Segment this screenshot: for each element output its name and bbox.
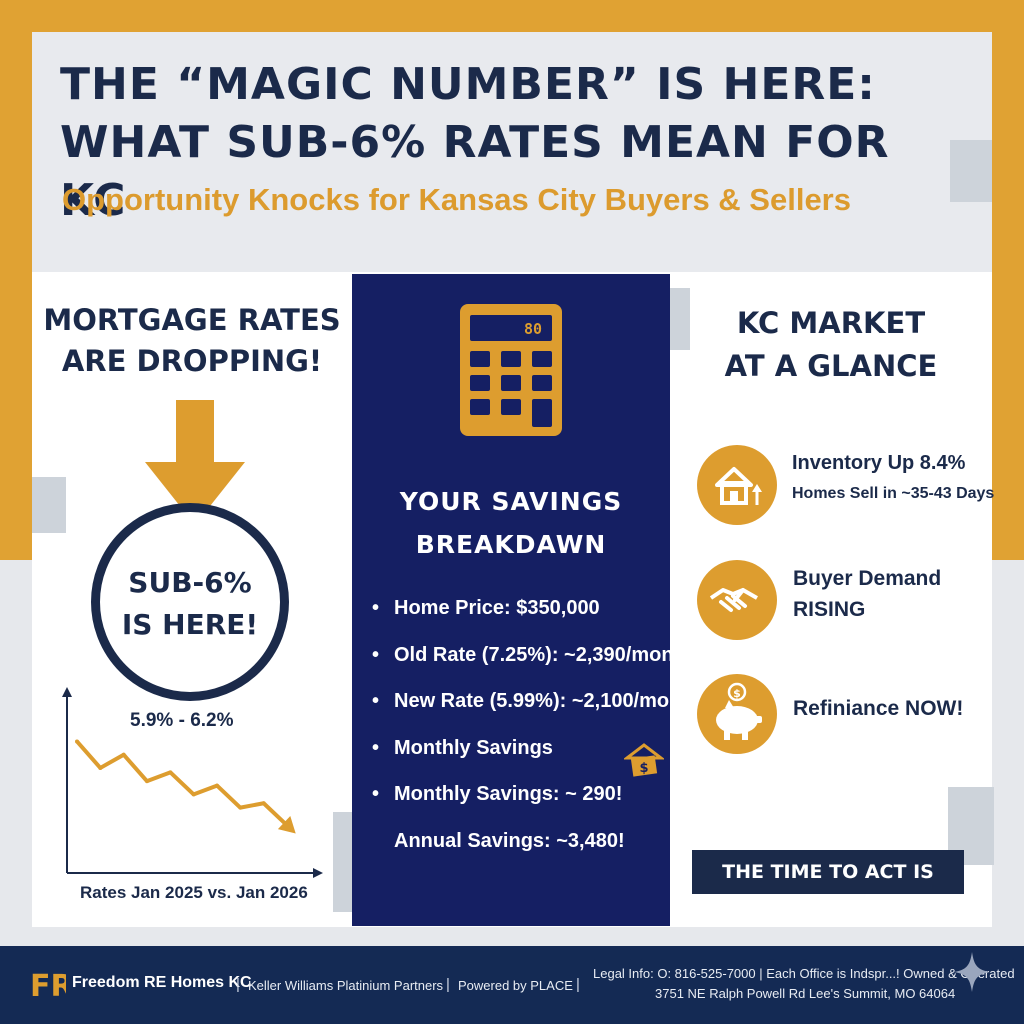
rate-range: 5.9% - 6.2% [130,710,234,731]
brand-name: Freedom RE Homes KC [72,974,252,991]
rate-point [168,770,173,775]
list-item: • Monthly Savings [372,736,553,759]
trend-arrowhead [277,816,296,834]
mortgage-rates-heading: MORTGAGE RATES ARE DROPPING! [42,300,342,382]
feature-inventory-line-2: Homes Sell in ~35-43 Days [792,485,995,502]
decorative-square [950,140,992,202]
svg-text:$: $ [733,687,741,700]
feature-inventory-line-1: Inventory Up 8.4% [792,452,966,474]
list-item: • Old Rate (7.25%): ~2,390/month [372,643,693,666]
list-item: • Home Price: $350,000 [372,597,600,619]
decorative-square [32,477,66,533]
office-address: 3751 NE Ralph Powell Rd Lee's Summit, MO… [655,986,956,1001]
freedom-logo-icon: FR [30,969,66,1002]
rate-trend-chart [62,687,323,878]
rate-series-line [75,740,289,827]
house-dollar-icon: $ [624,743,664,777]
footer-separator: | [446,976,450,993]
y-axis-arrowhead [62,687,72,697]
rate-point [238,805,243,810]
feature-refinance-line-1: Refiniance NOW! [793,697,964,720]
heading-line-2: ARE DROPPING! [61,344,323,378]
svg-text:FR: FR [30,969,66,1002]
savings-title-line-2: BREAKDAWN [415,530,607,559]
market-heading: KC MARKET AT A GLANCE [700,302,962,388]
piggy-bank-icon: $ [697,674,777,754]
page-title: THE “MAGIC NUMBER” IS HERE: WHAT SUB-6% … [60,56,960,230]
market-heading-line-2: AT A GLANCE [724,349,938,383]
handshake-icon [697,560,777,640]
list-item: Annual Savings: ~3,480! [394,829,625,852]
rate-point [261,801,266,806]
savings-panel: 80 YOUR SAVINGS BREAKDAWN • Home Price: $… [352,274,700,926]
header-area [32,32,992,272]
page-subtitle: Opportunity Knocks for Kansas City Buyer… [62,182,851,217]
rate-point [121,752,126,757]
calculator-display: 80 [524,320,542,338]
market-heading-line-1: KC MARKET [736,306,926,340]
powered-by: Powered by PLACE [458,978,573,993]
chart-caption: Rates Jan 2025 vs. Jan 2026 [80,883,308,902]
heading-line-1: MORTGAGE RATES [43,303,341,337]
savings-title: YOUR SAVINGS BREAKDAWN [352,480,670,566]
title-line-1: THE “MAGIC NUMBER” IS HERE: [60,59,876,110]
badge-line-1: SUB-6% [128,566,252,599]
list-item: • New Rate (5.99%): ~2,100/month [372,690,701,712]
rate-point [191,792,196,797]
calculator-icon: 80 [460,304,562,436]
footer-separator: | [236,976,240,993]
sub-6-badge: SUB-6% IS HERE! [91,503,289,701]
title-line-2: WHAT SUB-6% RATES MEAN FOR KC [60,117,890,226]
x-axis-arrowhead [313,868,323,878]
rate-point [75,739,79,744]
house-up-icon [697,445,777,525]
footer: FR Freedom RE Homes KC | Keller Williams… [0,946,1024,1024]
partner-name: Keller Williams Platinium Partners [248,978,444,993]
list-item: • Monthly Savings: ~ 290! [372,783,623,805]
legal-info: Legal Info: O: 816-525-7000 | Each Offic… [593,966,1015,981]
cta-banner: THE TIME TO ACT IS NOW! [692,850,964,927]
feature-demand-line-2: RISING [793,598,866,621]
savings-title-line-1: YOUR SAVINGS [399,487,623,516]
badge-line-2: IS HERE! [121,608,259,641]
svg-text:$: $ [639,761,648,776]
rate-point [98,765,103,770]
feature-demand-line-1: Buyer Demand [793,567,942,590]
savings-list: • Home Price: $350,000 • Old Rate (7.25%):… [372,596,700,875]
rate-point [215,783,219,788]
rate-point [145,779,149,784]
down-arrow-icon [145,400,245,525]
footer-separator: | [576,976,580,993]
sparkle-icon [954,952,990,992]
